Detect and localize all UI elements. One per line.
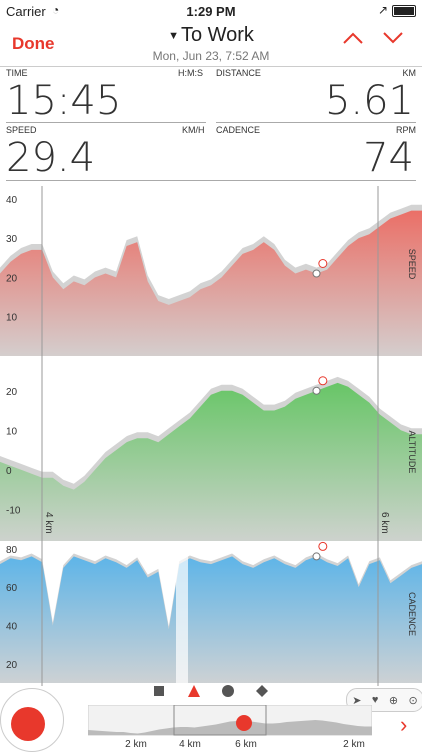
- circle-icon[interactable]: [221, 684, 235, 698]
- km-label-left: 4 km: [43, 512, 54, 534]
- overview-axis-label: 2 km: [343, 739, 365, 750]
- time-unit: H:M:S: [178, 68, 204, 78]
- done-button[interactable]: Done: [12, 34, 55, 53]
- navigation-icon[interactable]: ➤: [352, 694, 362, 707]
- chart-area: [0, 556, 422, 683]
- overview-chart[interactable]: 2 km 4 km 6 km 2 km: [87, 704, 373, 750]
- status-time: 1:29 PM: [186, 4, 236, 19]
- chart-marker: [312, 552, 321, 561]
- metrics-divider: [6, 180, 416, 181]
- y-tick-label: 20: [6, 387, 18, 398]
- speed-value: 29.4: [6, 135, 96, 181]
- wheel-icon[interactable]: ⊙: [408, 694, 418, 707]
- distance-unit: KM: [402, 68, 417, 78]
- activity-title[interactable]: ▼ To Work: [0, 24, 422, 47]
- chart-area: [0, 382, 422, 541]
- y-tick-label: 30: [6, 234, 18, 245]
- overview-axis-label: 2 km: [125, 739, 147, 750]
- chart-marker: [318, 541, 328, 551]
- distance-value: 5.61: [324, 78, 414, 124]
- y-tick-label: -10: [6, 505, 21, 516]
- km-label-right: 6 km: [379, 512, 390, 534]
- overview-window: [173, 704, 267, 736]
- activity-charts[interactable]: 40 30 20 10 SPEED 20 10 0 -10 ALTITUDE 80 60 40 20 CAD…: [0, 186, 422, 686]
- location-icon: ↗: [377, 3, 388, 17]
- dropdown-triangle-icon: ▼: [168, 29, 179, 42]
- navigation-bar: Done ▼ To Work Mon, Jun 23, 7:52 AM: [0, 22, 422, 67]
- time-value: 15:45: [6, 78, 122, 124]
- metrics-divider: [6, 122, 206, 123]
- activity-title-text: To Work: [180, 24, 254, 46]
- metrics-divider: [216, 122, 416, 123]
- charts-svg[interactable]: 40 30 20 10 SPEED 20 10 0 -10 ALTITUDE 80 60 40 20 CAD…: [0, 186, 422, 686]
- y-tick-label: 10: [6, 426, 18, 437]
- y-tick-label: 10: [6, 313, 18, 324]
- y-tick-label: 80: [6, 545, 18, 556]
- triangle-icon[interactable]: [187, 684, 201, 698]
- cadence-value: 74: [363, 135, 414, 181]
- chart-marker: [318, 376, 328, 386]
- speed-label: SPEED: [6, 125, 37, 135]
- distance-label: DISTANCE: [216, 68, 261, 78]
- chart-marker: [312, 269, 321, 278]
- chart-marker: [318, 259, 328, 268]
- cadence-unit: RPM: [396, 125, 416, 135]
- selection-band: [176, 543, 188, 686]
- series-label: SPEED: [407, 249, 417, 280]
- overview-area: [88, 720, 372, 735]
- speed-unit: KM/H: [182, 125, 205, 135]
- chart-area: [0, 210, 422, 356]
- chevron-up-icon[interactable]: [342, 30, 364, 46]
- overview-axis-label: 6 km: [235, 739, 257, 750]
- cadence-label: CADENCE: [216, 125, 261, 135]
- y-tick-label: 40: [6, 195, 18, 206]
- y-tick-label: 60: [6, 583, 18, 594]
- y-tick-label: 20: [6, 273, 18, 284]
- activity-date: Mon, Jun 23, 7:52 AM: [152, 49, 270, 63]
- time-label: TIME: [6, 68, 28, 78]
- chart-marker: [312, 386, 321, 395]
- series-label: CADENCE: [407, 592, 417, 636]
- wifi-icon: ◔: [52, 3, 60, 17]
- overview-track[interactable]: 2 km 4 km 6 km 2 km: [87, 704, 373, 750]
- status-bar: Carrier ◔ 1:29 PM ↗: [0, 0, 422, 22]
- carrier-label: Carrier: [6, 4, 46, 19]
- next-icon[interactable]: ›: [400, 712, 408, 737]
- square-icon[interactable]: [152, 684, 166, 698]
- chevron-down-icon[interactable]: [382, 30, 404, 46]
- overview-axis-label: 4 km: [179, 739, 201, 750]
- record-button[interactable]: [11, 707, 45, 741]
- heart-icon[interactable]: ♥: [371, 694, 379, 706]
- overview-position: [236, 715, 252, 731]
- diamond-icon[interactable]: [255, 684, 269, 698]
- battery-icon: [392, 5, 416, 17]
- series-label: ALTITUDE: [407, 431, 417, 474]
- y-tick-label: 20: [6, 660, 18, 671]
- y-tick-label: 40: [6, 621, 18, 632]
- zoom-icon[interactable]: ⊕: [388, 694, 399, 707]
- y-tick-label: 0: [6, 466, 12, 477]
